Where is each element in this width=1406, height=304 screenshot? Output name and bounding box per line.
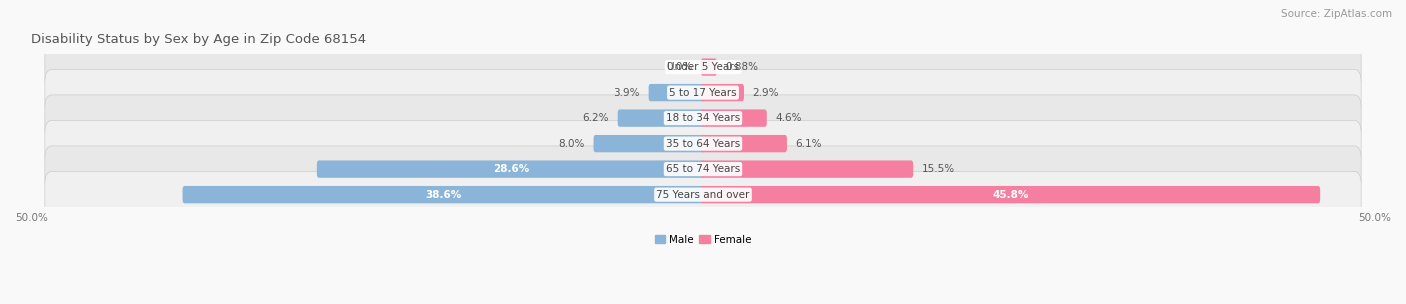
FancyBboxPatch shape (593, 135, 704, 152)
FancyBboxPatch shape (45, 69, 1361, 116)
Text: 18 to 34 Years: 18 to 34 Years (666, 113, 740, 123)
Text: 38.6%: 38.6% (426, 190, 463, 200)
Text: 45.8%: 45.8% (993, 190, 1029, 200)
Text: 75 Years and over: 75 Years and over (657, 190, 749, 200)
Text: 3.9%: 3.9% (613, 88, 640, 98)
Text: 28.6%: 28.6% (494, 164, 529, 174)
Text: Under 5 Years: Under 5 Years (666, 62, 740, 72)
Text: 4.6%: 4.6% (776, 113, 801, 123)
FancyBboxPatch shape (45, 120, 1361, 167)
Text: 65 to 74 Years: 65 to 74 Years (666, 164, 740, 174)
FancyBboxPatch shape (45, 171, 1361, 218)
Text: 8.0%: 8.0% (558, 139, 585, 149)
Text: 15.5%: 15.5% (922, 164, 955, 174)
Text: Source: ZipAtlas.com: Source: ZipAtlas.com (1281, 9, 1392, 19)
Text: 5 to 17 Years: 5 to 17 Years (669, 88, 737, 98)
Text: 6.2%: 6.2% (582, 113, 609, 123)
Text: 35 to 64 Years: 35 to 64 Years (666, 139, 740, 149)
Legend: Male, Female: Male, Female (655, 235, 751, 245)
FancyBboxPatch shape (648, 84, 704, 101)
FancyBboxPatch shape (702, 186, 1320, 203)
FancyBboxPatch shape (702, 135, 787, 152)
FancyBboxPatch shape (702, 84, 744, 101)
FancyBboxPatch shape (617, 109, 704, 127)
FancyBboxPatch shape (316, 161, 704, 178)
FancyBboxPatch shape (45, 44, 1361, 90)
Text: 0.0%: 0.0% (666, 62, 692, 72)
FancyBboxPatch shape (45, 146, 1361, 192)
Text: 0.88%: 0.88% (725, 62, 759, 72)
Text: Disability Status by Sex by Age in Zip Code 68154: Disability Status by Sex by Age in Zip C… (31, 33, 367, 46)
FancyBboxPatch shape (702, 161, 914, 178)
Text: 2.9%: 2.9% (752, 88, 779, 98)
FancyBboxPatch shape (702, 58, 717, 76)
Text: 6.1%: 6.1% (796, 139, 823, 149)
FancyBboxPatch shape (702, 109, 766, 127)
FancyBboxPatch shape (183, 186, 704, 203)
FancyBboxPatch shape (45, 95, 1361, 141)
